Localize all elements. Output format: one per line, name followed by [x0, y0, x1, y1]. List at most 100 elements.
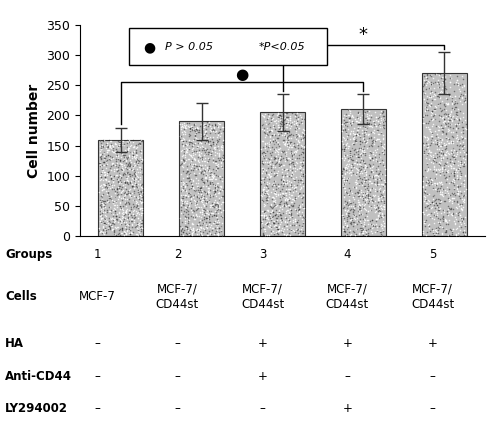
Point	[96, 153, 104, 160]
Point	[360, 216, 368, 223]
Point	[184, 181, 192, 188]
Point	[177, 133, 185, 139]
Point	[368, 143, 376, 150]
Point	[136, 193, 144, 200]
Point	[96, 192, 104, 199]
Point	[353, 131, 361, 137]
Point	[196, 152, 203, 158]
Point	[290, 184, 298, 190]
Point	[202, 218, 209, 225]
Point	[206, 122, 214, 129]
Point	[115, 140, 123, 147]
Point	[430, 116, 438, 123]
Point	[352, 152, 360, 159]
Point	[446, 140, 454, 147]
Point	[340, 206, 348, 213]
Point	[262, 169, 270, 176]
Point	[344, 207, 351, 214]
Point	[280, 165, 287, 172]
Point	[186, 224, 194, 231]
Point	[434, 93, 442, 100]
Point	[344, 176, 352, 183]
Point	[263, 128, 271, 135]
Point	[376, 170, 384, 176]
Point	[454, 222, 462, 229]
Point	[442, 169, 450, 176]
Point	[346, 231, 354, 238]
Point	[424, 200, 432, 207]
Point	[122, 222, 130, 229]
Point	[358, 200, 366, 207]
Point	[268, 127, 276, 133]
Point	[292, 118, 300, 125]
Point	[126, 165, 134, 172]
Point	[428, 198, 436, 205]
Point	[380, 203, 388, 210]
Point	[430, 168, 438, 175]
Point	[123, 176, 131, 183]
Point	[100, 215, 108, 222]
Point	[210, 218, 218, 224]
Point	[353, 159, 361, 165]
Point	[282, 135, 290, 141]
Point	[100, 149, 108, 155]
Bar	[341, 109, 386, 236]
Point	[137, 149, 145, 156]
Point	[374, 118, 382, 125]
Point	[369, 184, 377, 191]
Point	[107, 195, 115, 202]
Point	[300, 215, 308, 221]
Point	[210, 126, 218, 133]
Point	[194, 139, 202, 146]
Point	[424, 192, 432, 198]
Point	[434, 230, 442, 237]
Point	[204, 232, 212, 239]
Point	[354, 118, 362, 125]
Text: –: –	[174, 370, 180, 383]
Point	[136, 198, 143, 205]
Point	[131, 171, 139, 178]
Point	[365, 130, 373, 137]
Point	[274, 149, 282, 156]
Point	[350, 136, 358, 143]
Point	[100, 174, 108, 181]
Point	[299, 171, 307, 178]
Point	[278, 163, 285, 170]
Point	[99, 137, 107, 144]
Point	[378, 115, 386, 122]
Point	[454, 175, 462, 181]
Point	[354, 155, 362, 161]
Point	[116, 139, 124, 146]
Point	[286, 160, 294, 167]
Point	[187, 196, 195, 203]
Point	[374, 199, 382, 206]
Point	[210, 165, 218, 172]
Point	[280, 193, 288, 200]
Point	[292, 222, 300, 229]
Point	[374, 173, 382, 180]
Point	[115, 173, 123, 180]
Point	[128, 152, 136, 159]
Point	[268, 195, 276, 202]
Point	[438, 145, 446, 152]
Point	[284, 201, 292, 208]
Point	[258, 158, 266, 165]
Point	[268, 131, 276, 137]
Point	[188, 226, 196, 232]
Point	[428, 204, 436, 210]
Point	[342, 155, 349, 161]
Point	[292, 128, 300, 135]
Point	[181, 184, 189, 190]
Point	[216, 186, 224, 192]
Point	[199, 228, 207, 235]
Point	[109, 155, 117, 162]
Point	[458, 200, 466, 207]
Point	[182, 192, 190, 199]
Point	[368, 180, 376, 187]
Point	[349, 193, 357, 200]
Point	[210, 175, 218, 181]
Point	[338, 171, 346, 178]
Point	[287, 192, 295, 198]
Point	[366, 220, 374, 227]
Point	[180, 218, 188, 225]
